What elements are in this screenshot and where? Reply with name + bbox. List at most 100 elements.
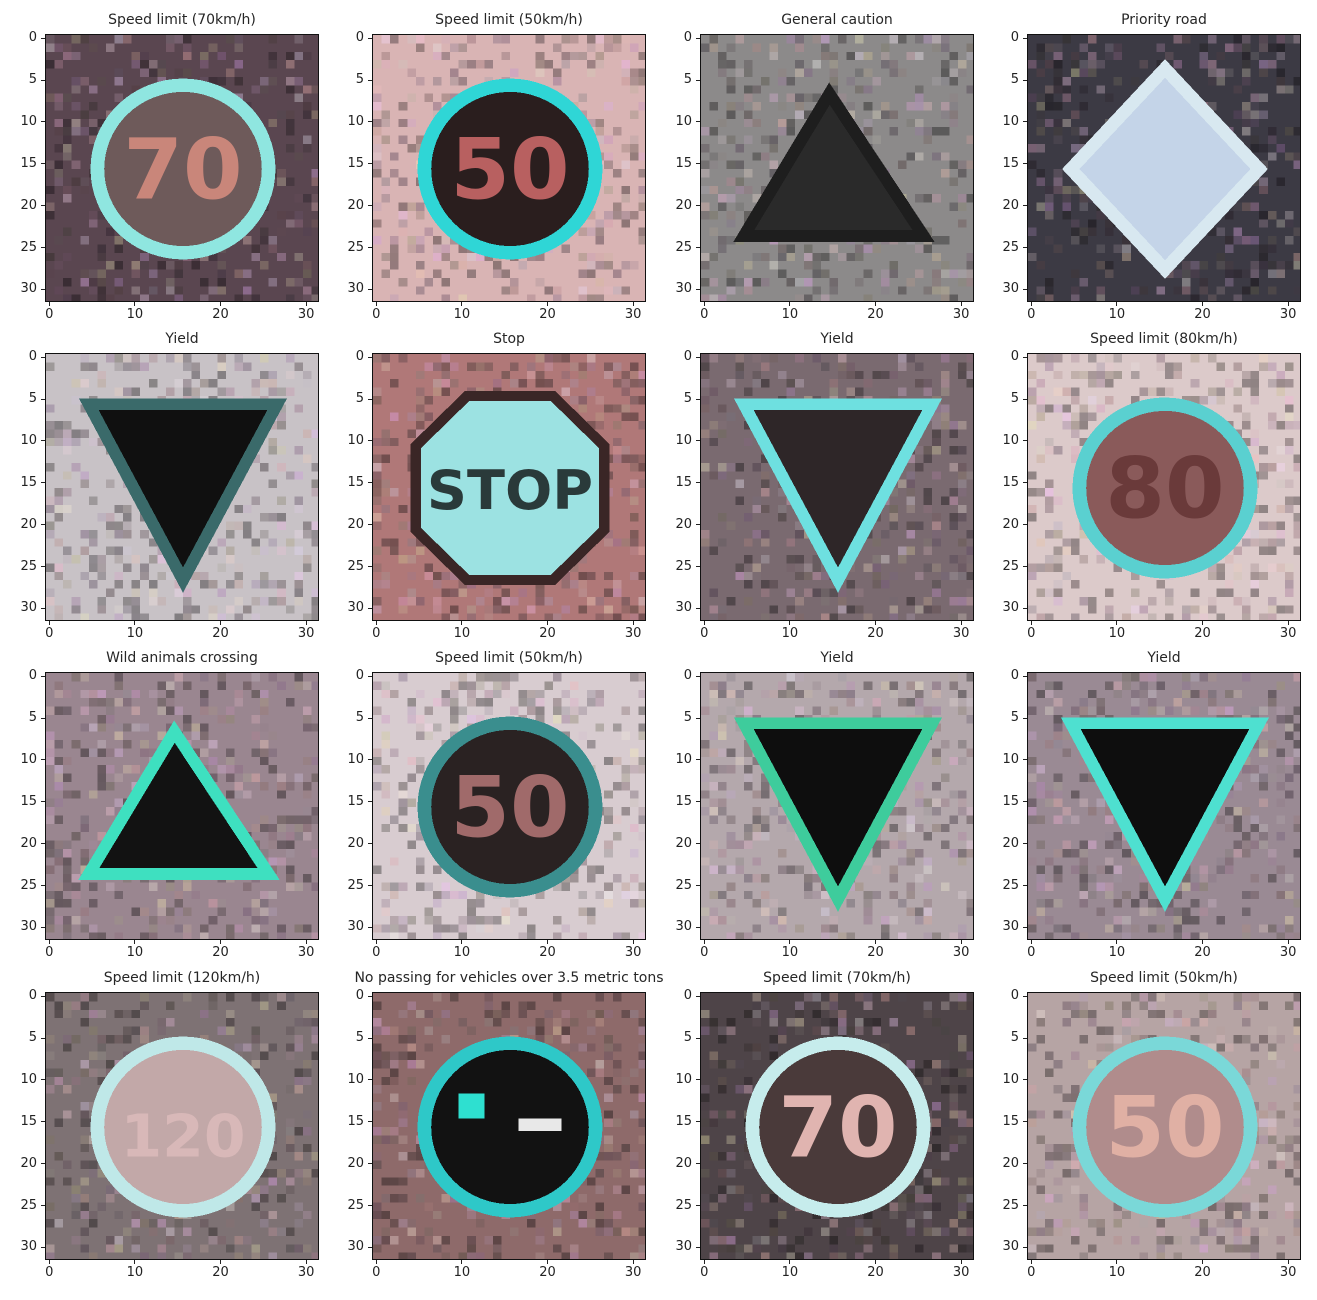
panel-title: Speed limit (70km/h) [108, 12, 256, 28]
x-tick-label: 30 [297, 626, 315, 641]
y-tick-label: 30 [20, 600, 37, 616]
x-tick-mark [48, 621, 50, 625]
y-tick-label: 10 [347, 432, 364, 448]
y-tick-label: 20 [1002, 835, 1019, 851]
y-tick-label: 25 [1002, 1197, 1019, 1213]
y-tick-label: 15 [347, 793, 364, 809]
y-tick-label: 0 [28, 988, 37, 1004]
y-tick-mark [368, 1037, 372, 1039]
x-tick-mark [1030, 302, 1032, 306]
y-tick-label: 5 [28, 1030, 37, 1046]
x-tick-label: 20 [1194, 945, 1211, 960]
y-tick-label: 10 [347, 1071, 364, 1087]
y-tick-label: 5 [28, 391, 37, 407]
x-tick-mark [632, 302, 634, 306]
x-tick-mark [703, 1260, 705, 1264]
y-tick-label: 25 [20, 1197, 37, 1213]
x-tick-label: 20 [212, 626, 229, 641]
y-tick-label: 5 [355, 710, 364, 726]
x-tick-mark [789, 1260, 791, 1264]
x-tick-label: 20 [539, 1265, 556, 1280]
y-tick-label: 30 [347, 281, 364, 297]
y-tick-mark [41, 247, 45, 249]
y-tick-label: 15 [1002, 474, 1019, 490]
y-tick-label: 15 [20, 1113, 37, 1129]
y-tick-label: 5 [28, 710, 37, 726]
sign-image [700, 353, 974, 621]
sign-text: 120 [120, 1102, 245, 1170]
y-tick-mark [1023, 398, 1027, 400]
y-tick-label: 10 [1002, 1071, 1019, 1087]
x-tick-label: 10 [453, 1265, 471, 1280]
x-tick-mark [1287, 621, 1289, 625]
y-tick-label: 0 [1010, 668, 1019, 684]
x-tick-mark [703, 621, 705, 625]
y-tick-label: 0 [683, 349, 692, 365]
y-tick-label: 25 [347, 1197, 364, 1213]
y-tick-mark [368, 205, 372, 207]
y-tick-label: 15 [347, 155, 364, 171]
x-tick-label: 20 [212, 307, 229, 322]
panel-title: Speed limit (50km/h) [435, 650, 583, 666]
y-tick-mark [41, 1037, 45, 1039]
x-tick-label: 0 [372, 626, 381, 641]
y-tick-label: 10 [20, 1071, 37, 1087]
x-tick-mark [1030, 1260, 1032, 1264]
y-tick-label: 20 [1002, 197, 1019, 213]
x-tick-label: 30 [297, 307, 315, 322]
x-tick-mark [875, 621, 877, 625]
y-tick-label: 25 [675, 558, 692, 574]
x-tick-mark [1030, 621, 1032, 625]
y-tick-mark [1023, 926, 1027, 928]
x-tick-label: 30 [952, 1265, 970, 1280]
x-tick-mark [789, 940, 791, 944]
x-tick-label: 30 [624, 945, 642, 960]
x-tick-label: 0 [1027, 626, 1036, 641]
x-tick-label: 10 [453, 945, 471, 960]
sign-image [45, 353, 319, 621]
y-tick-mark [1023, 288, 1027, 290]
y-tick-label: 30 [675, 1239, 692, 1255]
y-tick-label: 0 [355, 988, 364, 1004]
x-tick-mark [547, 940, 549, 944]
x-tick-label: 30 [297, 1265, 315, 1280]
x-tick-mark [375, 621, 377, 625]
x-tick-mark [134, 302, 136, 306]
y-tick-label: 10 [20, 751, 37, 767]
y-tick-mark [696, 163, 700, 165]
y-tick-mark [1023, 356, 1027, 358]
y-tick-label: 10 [20, 113, 37, 129]
y-tick-label: 30 [347, 600, 364, 616]
y-tick-label: 30 [675, 281, 692, 297]
sign-image [372, 992, 646, 1260]
y-tick-mark [696, 995, 700, 997]
y-tick-mark [368, 926, 372, 928]
y-tick-label: 15 [347, 1113, 364, 1129]
x-tick-mark [1287, 940, 1289, 944]
x-tick-label: 20 [1194, 626, 1211, 641]
x-tick-mark [1030, 940, 1032, 944]
panel-title: Speed limit (120km/h) [103, 970, 261, 986]
y-tick-mark [1023, 995, 1027, 997]
sign-text: 70 [778, 1078, 897, 1176]
y-tick-label: 30 [675, 600, 692, 616]
x-tick-label: 0 [45, 307, 54, 322]
y-tick-mark [696, 843, 700, 845]
y-tick-mark [696, 1163, 700, 1165]
y-tick-mark [368, 566, 372, 568]
y-tick-label: 30 [1002, 600, 1019, 616]
x-tick-mark [461, 940, 463, 944]
y-tick-label: 25 [347, 558, 364, 574]
y-tick-label: 5 [355, 72, 364, 88]
x-tick-mark [632, 621, 634, 625]
x-tick-label: 10 [126, 1265, 144, 1280]
y-tick-label: 20 [20, 516, 37, 532]
x-tick-label: 30 [952, 626, 970, 641]
y-tick-label: 15 [675, 474, 692, 490]
y-tick-mark [1023, 1246, 1027, 1248]
y-tick-label: 30 [675, 919, 692, 935]
x-tick-mark [789, 621, 791, 625]
panel-title: Priority road [1121, 12, 1207, 28]
x-tick-label: 10 [126, 945, 144, 960]
x-tick-mark [134, 940, 136, 944]
